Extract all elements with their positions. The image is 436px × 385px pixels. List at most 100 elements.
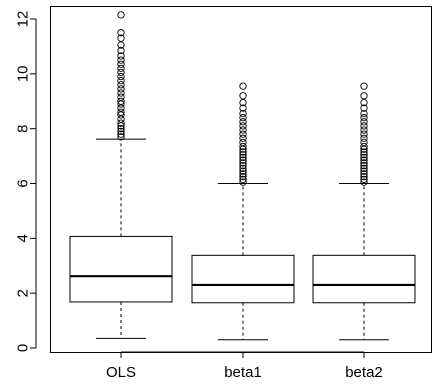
outlier-beta2-24 xyxy=(360,92,368,100)
outlier-beta2-11 xyxy=(360,148,368,156)
outlier-OLS-27 xyxy=(117,11,125,19)
outlier-beta1-6 xyxy=(239,162,247,170)
outlier-beta2-4 xyxy=(360,167,368,175)
outlier-beta2-3 xyxy=(360,170,368,178)
outlier-OLS-11 xyxy=(117,97,125,105)
outlier-beta1-19 xyxy=(239,118,247,126)
outlier-OLS-24 xyxy=(117,41,125,49)
outlier-OLS-12 xyxy=(117,93,125,101)
outlier-OLS-2 xyxy=(117,127,125,136)
outlier-beta2-20 xyxy=(360,114,368,122)
outlier-beta2-7 xyxy=(360,159,368,167)
outlier-OLS-16 xyxy=(117,77,125,85)
outlier-OLS-23 xyxy=(117,46,125,55)
y-tick-label-2: 4 xyxy=(15,234,32,242)
outlier-beta2-19 xyxy=(360,118,368,126)
outlier-beta1-8 xyxy=(239,156,247,164)
outlier-beta2-14 xyxy=(360,138,368,147)
outlier-OLS-17 xyxy=(117,72,125,81)
outlier-OLS-10 xyxy=(117,100,125,108)
outlier-OLS-8 xyxy=(117,108,125,116)
outlier-beta2-22 xyxy=(360,104,368,112)
outlier-beta1-4 xyxy=(239,167,247,175)
x-tick-label-beta2: beta2 xyxy=(345,364,383,381)
box-OLS xyxy=(69,11,173,339)
outlier-OLS-19 xyxy=(117,64,125,73)
outlier-beta1-11 xyxy=(239,148,247,156)
outlier-beta1-1 xyxy=(239,175,247,184)
outlier-beta1-3 xyxy=(239,170,247,178)
outlier-OLS-7 xyxy=(117,111,125,119)
outlier-beta2-8 xyxy=(360,156,368,164)
outlier-beta2-13 xyxy=(360,142,368,151)
iqr-box-OLS xyxy=(69,235,173,303)
y-tick-label-1: 2 xyxy=(15,289,32,297)
outlier-beta1-14 xyxy=(239,138,247,147)
outlier-OLS-1 xyxy=(117,130,125,138)
iqr-box-beta1 xyxy=(191,254,295,304)
outlier-beta1-10 xyxy=(239,151,247,159)
x-tick-label-beta1: beta1 xyxy=(224,364,262,381)
y-tick-label-3: 6 xyxy=(15,179,32,187)
outlier-beta1-0 xyxy=(239,178,247,186)
x-axis: OLS beta1 beta2 xyxy=(106,351,383,381)
outlier-beta1-21 xyxy=(239,109,247,118)
iqr-box-beta2 xyxy=(312,254,416,304)
outlier-beta1-12 xyxy=(239,145,247,153)
outlier-beta2-6 xyxy=(360,162,368,170)
outlier-beta2-21 xyxy=(360,109,368,118)
y-tick-label-6: 12 xyxy=(15,11,32,28)
outlier-OLS-6 xyxy=(117,115,125,123)
outlier-OLS-22 xyxy=(117,52,125,60)
outlier-OLS-25 xyxy=(117,34,125,42)
outlier-beta1-17 xyxy=(239,126,247,134)
outlier-beta1-22 xyxy=(239,104,247,112)
outlier-beta2-18 xyxy=(360,122,368,130)
outlier-beta2-5 xyxy=(360,164,368,173)
outlier-beta2-16 xyxy=(360,130,368,138)
outlier-beta1-7 xyxy=(239,159,247,167)
outlier-OLS-14 xyxy=(117,85,125,93)
outlier-beta2-9 xyxy=(360,153,368,162)
outlier-OLS-21 xyxy=(117,56,125,64)
y-axis: 0 2 4 6 8 10 12 xyxy=(15,11,37,352)
y-tick-label-0: 0 xyxy=(15,344,32,352)
outlier-beta1-15 xyxy=(239,134,247,142)
box-beta1 xyxy=(191,82,295,341)
outlier-OLS-26 xyxy=(117,29,125,37)
outlier-beta2-1 xyxy=(360,175,368,184)
outlier-OLS-18 xyxy=(117,68,125,77)
box-beta2 xyxy=(312,82,416,341)
boxes-group xyxy=(69,11,416,341)
outlier-beta2-23 xyxy=(360,98,368,107)
outlier-beta2-2 xyxy=(360,172,368,181)
outlier-beta1-25 xyxy=(239,82,247,90)
outlier-beta1-9 xyxy=(239,153,247,162)
outlier-beta1-5 xyxy=(239,164,247,173)
y-tick-label-5: 10 xyxy=(15,65,32,82)
outlier-beta2-12 xyxy=(360,145,368,153)
outlier-beta1-16 xyxy=(239,130,247,138)
y-tick-label-4: 8 xyxy=(15,124,32,132)
outlier-OLS-5 xyxy=(117,119,125,127)
outlier-beta1-20 xyxy=(239,114,247,122)
outlier-OLS-3 xyxy=(117,125,125,133)
outlier-beta1-13 xyxy=(239,142,247,151)
outlier-OLS-9 xyxy=(117,104,125,112)
outlier-OLS-15 xyxy=(117,81,125,89)
outlier-OLS-13 xyxy=(117,89,125,97)
outlier-beta2-10 xyxy=(360,151,368,159)
outlier-OLS-20 xyxy=(117,60,125,68)
outlier-beta2-17 xyxy=(360,126,368,134)
outlier-beta1-2 xyxy=(239,172,247,181)
outlier-beta1-23 xyxy=(239,98,247,107)
outlier-beta1-18 xyxy=(239,122,247,130)
outlier-beta2-25 xyxy=(360,82,368,90)
outlier-OLS-0 xyxy=(117,133,125,141)
outlier-beta2-15 xyxy=(360,134,368,142)
outlier-beta1-24 xyxy=(239,92,247,100)
outlier-OLS-4 xyxy=(117,122,125,130)
x-tick-label-OLS: OLS xyxy=(106,364,136,381)
outlier-beta2-0 xyxy=(360,178,368,186)
